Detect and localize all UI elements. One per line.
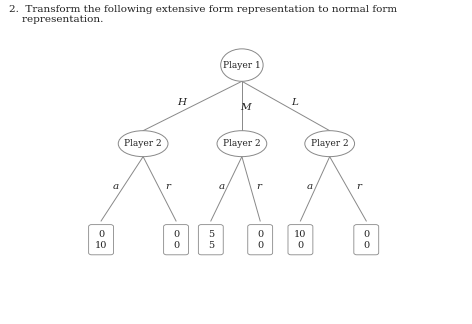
Text: 0: 0	[173, 230, 179, 239]
Ellipse shape	[221, 49, 263, 81]
Text: 0: 0	[257, 230, 263, 239]
Ellipse shape	[118, 131, 168, 156]
FancyBboxPatch shape	[354, 225, 379, 255]
FancyBboxPatch shape	[89, 225, 113, 255]
Text: Player 2: Player 2	[223, 139, 261, 148]
Text: representation.: representation.	[9, 15, 104, 24]
Text: H: H	[177, 98, 186, 107]
Text: r: r	[166, 181, 170, 191]
Text: 2.  Transform the following extensive form representation to normal form: 2. Transform the following extensive for…	[9, 5, 397, 14]
Ellipse shape	[305, 131, 354, 156]
Text: Player 2: Player 2	[124, 139, 162, 148]
Ellipse shape	[217, 131, 267, 156]
FancyBboxPatch shape	[164, 225, 188, 255]
FancyBboxPatch shape	[288, 225, 313, 255]
Text: 0: 0	[173, 241, 179, 250]
Text: a: a	[306, 181, 312, 191]
Text: 0: 0	[297, 241, 303, 250]
FancyBboxPatch shape	[198, 225, 223, 255]
Text: L: L	[292, 98, 298, 107]
Text: Player 2: Player 2	[311, 139, 348, 148]
Text: 0: 0	[257, 241, 263, 250]
Text: Player 1: Player 1	[223, 61, 261, 70]
Text: 0: 0	[98, 230, 104, 239]
Text: 10: 10	[294, 230, 307, 239]
Text: M: M	[240, 103, 251, 112]
Text: a: a	[113, 181, 119, 191]
Text: 10: 10	[95, 241, 107, 250]
Text: r: r	[356, 181, 362, 191]
Text: 5: 5	[208, 241, 214, 250]
Text: a: a	[219, 181, 225, 191]
Text: r: r	[256, 181, 261, 191]
FancyBboxPatch shape	[248, 225, 273, 255]
Text: 5: 5	[208, 230, 214, 239]
Text: 0: 0	[363, 230, 369, 239]
Text: 0: 0	[363, 241, 369, 250]
